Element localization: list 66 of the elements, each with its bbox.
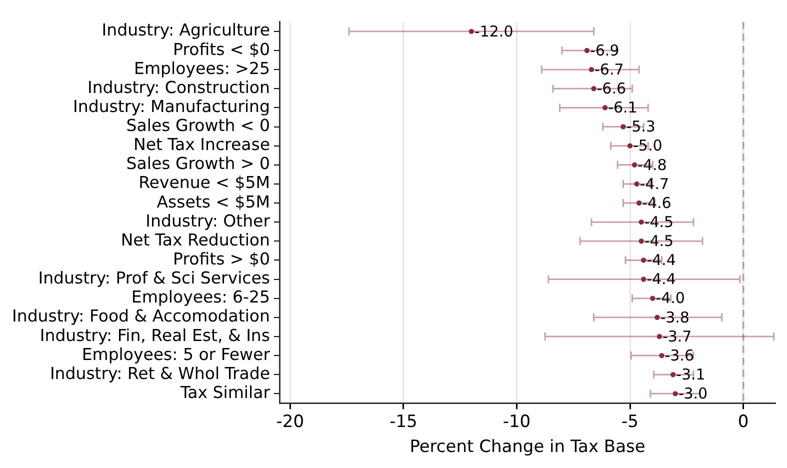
x-axis-title: Percent Change in Tax Base bbox=[410, 437, 646, 458]
y-tick-label: Industry: Manufacturing bbox=[73, 96, 270, 116]
point bbox=[591, 86, 596, 92]
y-tick-label: Employees: 5 or Fewer bbox=[82, 344, 270, 364]
data-label: -3.7 bbox=[662, 327, 692, 346]
point bbox=[627, 143, 633, 148]
y-tick-label: Assets < $5M bbox=[156, 192, 270, 212]
y-tick-label: Employees: >25 bbox=[134, 58, 270, 78]
y-tick-label: Industry: Construction bbox=[87, 78, 270, 97]
point bbox=[672, 391, 678, 396]
data-label: -6.9 bbox=[590, 41, 620, 60]
point bbox=[656, 334, 662, 340]
y-tick-label: Sales Growth > 0 bbox=[126, 154, 270, 174]
point bbox=[602, 105, 608, 110]
point bbox=[632, 162, 638, 168]
x-tick-label: -10 bbox=[502, 412, 531, 432]
point bbox=[634, 181, 640, 187]
x-tick-label: -5 bbox=[622, 412, 638, 432]
point bbox=[659, 352, 664, 358]
data-label: -6.1 bbox=[608, 98, 638, 117]
point bbox=[588, 66, 594, 72]
data-label: -3.8 bbox=[660, 308, 690, 326]
data-label: -12.0 bbox=[474, 22, 514, 40]
data-label: -3.6 bbox=[664, 346, 694, 364]
point bbox=[620, 124, 626, 130]
point bbox=[636, 200, 642, 206]
y-tick-label: Net Tax Increase bbox=[133, 135, 270, 154]
x-tick-label: -15 bbox=[390, 412, 418, 432]
point bbox=[584, 48, 590, 54]
point bbox=[654, 314, 660, 320]
data-label: -5.0 bbox=[633, 136, 662, 155]
data-label: -4.4 bbox=[646, 251, 676, 270]
point bbox=[641, 276, 646, 282]
y-tick-label: Revenue < $5M bbox=[138, 173, 270, 192]
point bbox=[641, 258, 646, 263]
y-tick-label: Industry: Fin, Real Est, & Ins bbox=[40, 326, 270, 345]
data-label: -4.5 bbox=[644, 212, 674, 231]
data-label: -5.3 bbox=[626, 118, 656, 136]
point bbox=[638, 219, 644, 225]
data-label: -4.0 bbox=[656, 289, 685, 308]
point bbox=[468, 28, 474, 34]
y-tick-label: Industry: Prof & Sci Services bbox=[38, 268, 270, 288]
data-label: -4.7 bbox=[640, 174, 670, 193]
data-label: -3.1 bbox=[676, 365, 706, 384]
y-tick-label: Employees: 6-25 bbox=[131, 288, 270, 307]
point bbox=[638, 238, 644, 244]
data-label: -4.6 bbox=[642, 194, 672, 212]
y-tick-label: Profits > $0 bbox=[173, 249, 270, 268]
y-tick-label: Net Tax Reduction bbox=[120, 230, 270, 250]
data-label: -4.4 bbox=[646, 270, 676, 288]
y-tick-label: Industry: Agriculture bbox=[102, 20, 270, 40]
data-label: -4.5 bbox=[644, 232, 674, 250]
y-tick-label: Sales Growth < 0 bbox=[126, 116, 270, 136]
y-tick-label: Tax Similar bbox=[179, 382, 270, 402]
y-tick-label: Industry: Other bbox=[146, 211, 270, 230]
y-tick-label: Profits < $0 bbox=[173, 40, 270, 59]
x-tick-label: -20 bbox=[276, 412, 304, 432]
point bbox=[650, 296, 656, 301]
y-tick-label: Industry: Food & Accomodation bbox=[12, 306, 270, 326]
data-label: -3.0 bbox=[678, 384, 708, 403]
data-label: -4.8 bbox=[638, 156, 667, 174]
data-label: -6.6 bbox=[596, 80, 626, 98]
data-label: -6.7 bbox=[594, 60, 624, 78]
y-tick-label: Industry: Ret & Whol Trade bbox=[50, 364, 270, 383]
point bbox=[670, 372, 676, 378]
x-tick-label: 0 bbox=[738, 412, 749, 432]
